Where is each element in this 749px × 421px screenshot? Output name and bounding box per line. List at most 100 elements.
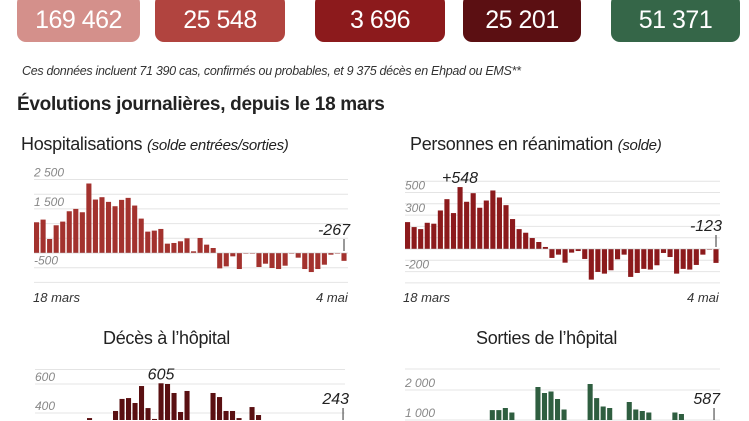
chart-1: 500 300 -200 +548 -123 (405, 170, 722, 284)
y-tick-label: -200 (405, 258, 429, 272)
bar (600, 406, 606, 420)
bar (184, 238, 190, 253)
bar (405, 222, 411, 249)
y-tick-label: 2 000 (404, 376, 435, 390)
x-end-label: 4 mai (316, 290, 348, 305)
bar (411, 227, 417, 249)
bar (158, 228, 164, 253)
bar (204, 244, 210, 253)
kpi-value: 169 462 (35, 5, 122, 34)
bar (634, 249, 640, 273)
annotation-label: 605 (148, 366, 175, 383)
bar (99, 197, 105, 253)
bar (308, 253, 314, 273)
bar (678, 414, 684, 420)
bar (236, 418, 242, 420)
bar (700, 249, 706, 255)
bar (262, 253, 269, 264)
bar (53, 225, 59, 253)
bar (269, 253, 275, 269)
bar (496, 197, 502, 249)
y-tick-label: -500 (34, 254, 58, 268)
kpi-value: 25 201 (485, 5, 559, 34)
bar (529, 238, 535, 249)
bar (582, 249, 588, 259)
bar (607, 408, 613, 420)
bar (178, 411, 184, 420)
bar (575, 249, 581, 252)
bar (562, 249, 568, 263)
bar (256, 253, 262, 268)
bar (444, 199, 450, 249)
bar (536, 241, 542, 249)
bar (171, 242, 177, 253)
bar (249, 407, 255, 420)
bar (210, 248, 216, 253)
bar (639, 411, 645, 420)
bar (509, 412, 515, 420)
y-tick-label: 400 (35, 399, 55, 413)
bar (60, 221, 66, 253)
kpi-value: 25 548 (183, 5, 257, 34)
bar (615, 249, 621, 260)
bar (177, 241, 184, 253)
bar (295, 253, 301, 258)
chart-2: 600 400 605 243 (35, 366, 349, 420)
chart-subtitle: (solde entrées/sorties) (146, 137, 289, 154)
bar (490, 190, 496, 249)
bar (302, 253, 308, 270)
bar (145, 408, 151, 420)
bar (230, 410, 236, 420)
y-tick-label: 1 000 (405, 406, 435, 420)
bar (496, 410, 502, 420)
x-end-label: 4 mai (687, 290, 719, 305)
bar (321, 253, 327, 265)
bar (256, 415, 262, 420)
bar (437, 210, 443, 249)
bar (191, 251, 197, 253)
bar (230, 253, 236, 257)
bar (555, 249, 562, 255)
bar (341, 253, 347, 261)
bar (151, 230, 157, 253)
bar (470, 193, 476, 249)
chart-title-hospitalisations: Hospitalisations (solde entrées/sorties) (21, 134, 289, 155)
bar (594, 398, 600, 420)
annotation-label: 587 (693, 391, 721, 408)
y-tick-label: 500 (405, 179, 425, 193)
bar (165, 384, 171, 420)
bar (184, 390, 190, 420)
bar (276, 253, 282, 270)
bar (418, 229, 424, 249)
bar (315, 253, 321, 270)
bar (549, 249, 555, 258)
bar (328, 253, 334, 255)
bar (282, 253, 288, 266)
bar (431, 223, 437, 249)
bar (217, 397, 223, 420)
bar (647, 249, 653, 270)
y-tick-label: 2 500 (33, 166, 64, 180)
chart-title-sorties: Sorties de l’hôpital (476, 328, 618, 348)
bar (680, 249, 686, 269)
bar (464, 201, 470, 249)
bar (132, 205, 138, 253)
bar (541, 393, 548, 420)
bar (523, 232, 529, 249)
bar (595, 249, 601, 272)
bar (569, 249, 575, 253)
y-tick-label: 600 (35, 370, 55, 384)
bar (113, 410, 119, 420)
bar (516, 229, 522, 249)
bar (105, 201, 112, 253)
chart-3: 2 000 1 000 587 (404, 368, 721, 421)
y-tick-label: 1 500 (34, 195, 64, 209)
bar (210, 392, 216, 420)
bar (47, 238, 53, 253)
footnote: Ces données incluent 71 390 cas, confirm… (22, 64, 521, 78)
bar (641, 249, 647, 269)
kpi-hospitalised: 25 548 (155, 0, 285, 42)
bar (687, 249, 693, 270)
chart-title: Hospitalisations (21, 134, 143, 154)
